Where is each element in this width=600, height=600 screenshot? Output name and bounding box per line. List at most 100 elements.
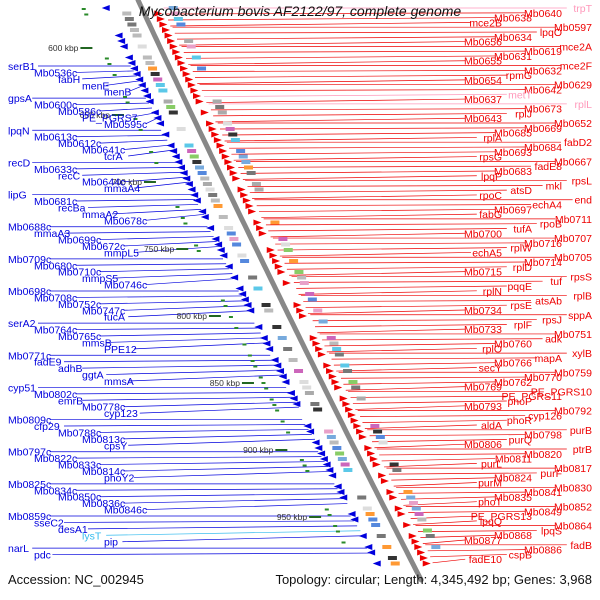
label-connector-line	[128, 85, 144, 93]
label-connector-line	[240, 170, 496, 174]
gene-label: rplD	[513, 262, 533, 274]
gene-label: Mb0699c	[58, 235, 101, 247]
gene-label: Mb0586c	[58, 106, 101, 118]
gene-label: Mb0814c	[82, 466, 125, 478]
gc-skew-mark	[261, 382, 266, 384]
cog-category-box	[343, 369, 353, 373]
gene-label: emrB	[58, 395, 83, 407]
reverse-gene-arrow	[177, 164, 186, 171]
cog-category-box	[392, 468, 402, 472]
forward-gene-arrow	[156, 16, 165, 22]
reverse-gene-arrow	[132, 71, 141, 77]
forward-gene-arrow	[331, 379, 340, 385]
gene-label: echA4	[532, 200, 562, 212]
gc-skew-mark	[335, 530, 340, 533]
label-connector-line	[422, 539, 466, 544]
label-connector-line	[314, 323, 507, 328]
gene-label: fadE9	[34, 357, 62, 369]
gene-label: Mb0640	[524, 8, 562, 20]
gene-label: Mb0788c	[58, 427, 101, 439]
cog-category-box	[305, 292, 315, 296]
label-connector-line	[168, 17, 496, 21]
label-connector-line	[87, 204, 199, 208]
gene-label: Mb0709c	[8, 254, 51, 266]
gc-skew-mark	[154, 162, 159, 164]
label-connector-line	[298, 290, 477, 295]
gc-skew-mark	[324, 508, 329, 511]
reverse-gene-arrow	[219, 252, 228, 259]
label-connector-line	[75, 295, 242, 298]
gene-label: Mb0673	[524, 104, 562, 116]
gene-label: mmsB	[82, 337, 112, 349]
label-connector-line	[63, 424, 306, 427]
gene-label: Mb0798	[524, 430, 562, 442]
cog-category-box	[278, 237, 288, 241]
gc-skew-mark	[234, 327, 239, 329]
gene-label: Mb0536c	[34, 67, 77, 79]
gc-skew-mark	[264, 387, 269, 390]
forward-gene-arrow	[342, 401, 351, 407]
cog-category-box	[153, 77, 163, 82]
gene-label: lpqQ	[480, 516, 502, 528]
cog-category-box	[409, 501, 419, 505]
gene-label: Mb0613c	[34, 132, 77, 144]
forward-gene-arrow	[154, 10, 163, 17]
label-connector-line	[99, 429, 309, 433]
gene-label: PE_PGRS7	[82, 112, 138, 124]
forward-gene-arrow	[213, 137, 222, 143]
gene-label: Mb0751	[554, 329, 592, 341]
cog-category-box	[376, 534, 386, 538]
gene-label: Mb0817	[554, 463, 592, 475]
label-connector-line	[224, 137, 477, 142]
gene-label: Mb0759	[554, 367, 592, 379]
forward-gene-arrow	[369, 456, 378, 462]
cog-category-box	[236, 149, 246, 153]
forward-gene-arrow	[193, 93, 202, 99]
forward-gene-arrow	[206, 120, 215, 127]
gene-label: mmaA3	[34, 228, 70, 240]
gene-label: echA5	[472, 247, 502, 259]
forward-gene-arrow	[282, 280, 291, 286]
gene-label: Mb0637	[464, 94, 502, 106]
gene-label: secY	[479, 362, 502, 374]
forward-gene-arrow	[164, 32, 173, 39]
reverse-gene-arrow	[289, 395, 298, 402]
label-connector-line	[256, 204, 532, 207]
cog-category-box	[387, 556, 397, 560]
label-connector-line	[312, 319, 537, 322]
gene-label: mmpL5	[104, 247, 139, 259]
cog-category-box	[197, 66, 207, 71]
gc-skew-mark	[84, 13, 89, 16]
label-connector-line	[145, 278, 236, 285]
reverse-gene-arrow	[145, 98, 154, 105]
label-connector-line	[270, 232, 466, 238]
label-connector-line	[391, 477, 496, 481]
label-connector-line	[247, 184, 543, 187]
cog-category-box	[283, 248, 293, 252]
gene-label: mmsA	[104, 376, 134, 388]
gene-label: Mb0683	[494, 166, 532, 178]
reverse-gene-arrow	[224, 263, 233, 270]
cog-category-box	[365, 512, 375, 516]
forward-gene-arrow	[195, 98, 204, 105]
gene-label: adhB	[58, 363, 83, 375]
cog-category-box	[176, 127, 186, 131]
cog-category-box	[289, 259, 299, 263]
gene-label: mce2F	[560, 61, 592, 73]
gene-label: tcrA	[104, 151, 123, 163]
label-connector-line	[362, 419, 507, 423]
gene-label: Mb0820	[524, 449, 562, 461]
label-connector-line	[75, 263, 227, 266]
gene-label: Mb0841	[524, 487, 562, 499]
gene-label: Mb0765c	[58, 331, 101, 343]
label-connector-line	[417, 530, 537, 532]
cog-category-box	[272, 325, 282, 329]
gene-label: Mb0655	[464, 56, 502, 68]
gene-label: rplO	[482, 343, 502, 355]
label-connector-line	[279, 252, 472, 257]
gene-label: recBa	[58, 202, 86, 214]
gene-label: Mb0715	[464, 267, 502, 279]
gene-label: Mb0771c	[8, 350, 51, 362]
label-connector-line	[75, 70, 134, 73]
gene-label: pip	[104, 537, 118, 549]
